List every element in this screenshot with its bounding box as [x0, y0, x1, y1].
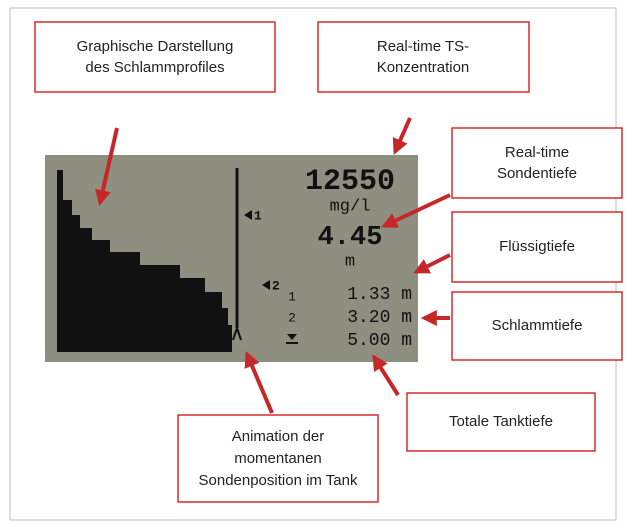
marker-2: 2	[272, 278, 280, 293]
annotated-screenshot: 1 2 12550 mg/l 4.45 m 1 1.33 m 2 3.20 m …	[0, 0, 627, 524]
callout-text: Konzentration	[377, 59, 470, 76]
callout-text: Sondenposition im Tank	[199, 472, 358, 489]
callout-text: Schlammtiefe	[492, 317, 583, 334]
row-value: 5.00 m	[347, 331, 412, 351]
arrow	[395, 118, 410, 152]
callout-text: Sondentiefe	[497, 165, 577, 182]
callout-text: des Schlammprofiles	[85, 59, 224, 76]
callout-text: Animation der	[232, 428, 325, 445]
callout-box	[318, 22, 529, 92]
row-label: 1	[288, 289, 296, 304]
callout-text: Flüssigtiefe	[499, 238, 575, 255]
callout-box	[35, 22, 275, 92]
probe-depth: 4.45	[318, 223, 383, 253]
callout-text: Graphische Darstellung	[77, 38, 234, 55]
arrow	[247, 354, 272, 413]
marker-1: 1	[254, 208, 262, 223]
callout-text: momentanen	[234, 450, 322, 467]
row-value: 3.20 m	[347, 308, 412, 328]
arrow	[374, 357, 398, 395]
device-display: 1 2 12550 mg/l 4.45 m 1 1.33 m 2 3.20 m …	[45, 155, 418, 362]
concentration: 12550	[305, 165, 395, 199]
concentration-unit: mg/l	[330, 197, 371, 216]
callout-text: Real-time	[505, 144, 569, 161]
callout-box	[452, 128, 622, 198]
probe-depth-unit: m	[345, 252, 355, 271]
row-value: 1.33 m	[347, 285, 412, 305]
arrow	[416, 255, 450, 272]
callout-text: Totale Tanktiefe	[449, 413, 553, 430]
row-label: 2	[288, 310, 296, 325]
callout-text: Real-time TS-	[377, 38, 469, 55]
